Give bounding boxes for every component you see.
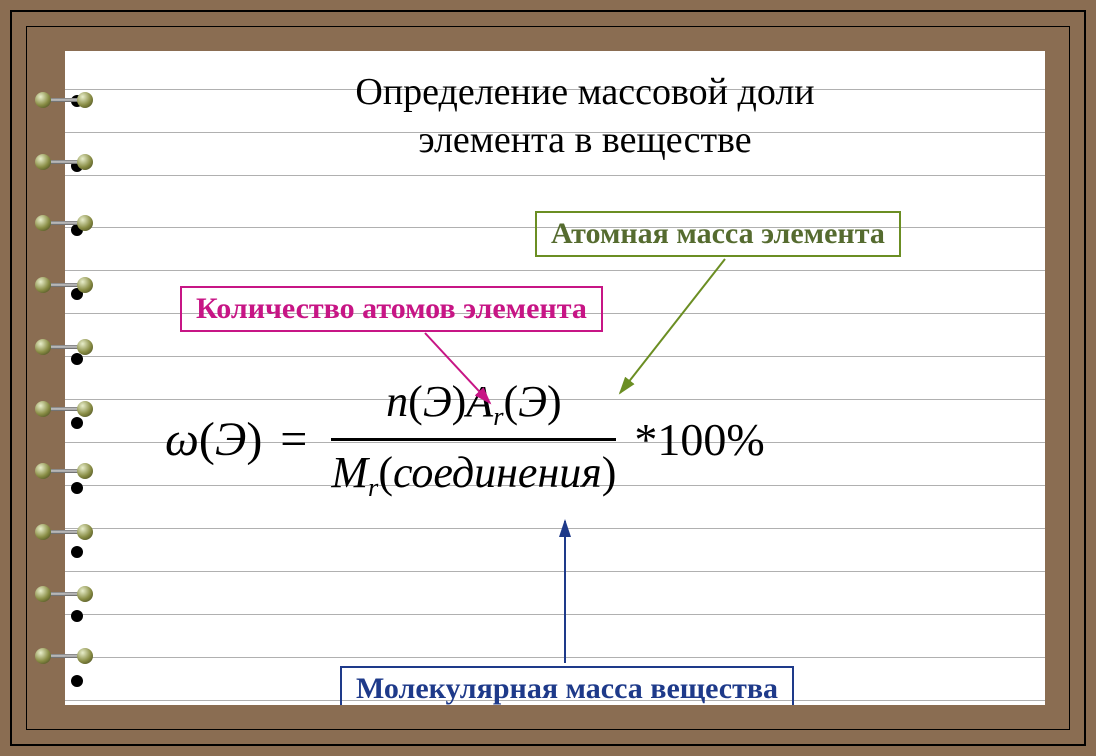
label-atomic-mass: Атомная масса элемента — [535, 211, 901, 257]
page-title: Определение массовой доли элемента в вещ… — [125, 51, 1045, 164]
label-molecular-mass-text: Молекулярная масса вещества — [356, 672, 778, 705]
spiral-binding — [49, 51, 99, 705]
label-atom-count-text: Количество атомов элемента — [196, 292, 587, 325]
fraction-bar — [331, 438, 616, 441]
binding-ring — [49, 152, 99, 172]
title-line-1: Определение массовой доли — [355, 71, 814, 113]
formula-fraction: n(Э)Ar(Э) Mr(соединения) — [325, 376, 622, 504]
label-molecular-mass: Молекулярная масса вещества — [340, 666, 794, 705]
binding-ring — [49, 461, 99, 481]
binding-ring — [49, 275, 99, 295]
formula-suffix: *100% — [634, 413, 764, 466]
binding-ring — [49, 337, 99, 357]
inner-frame: Определение массовой доли элемента в вещ… — [26, 26, 1070, 730]
title-line-2: элемента в веществе — [418, 119, 751, 161]
page-content: Определение массовой доли элемента в вещ… — [65, 51, 1045, 705]
outer-frame: Определение массовой доли элемента в вещ… — [10, 10, 1086, 746]
arrow-atomic-mass — [620, 259, 725, 393]
formula: ω(Э) = n(Э)Ar(Э) Mr(соединения) *100% — [165, 376, 765, 504]
formula-lhs: ω(Э) = — [165, 412, 313, 467]
notebook-page: Определение массовой доли элемента в вещ… — [65, 51, 1045, 705]
label-atomic-mass-text: Атомная масса элемента — [551, 217, 885, 250]
binding-ring — [49, 90, 99, 110]
binding-ring — [49, 584, 99, 604]
label-atom-count: Количество атомов элемента — [180, 286, 603, 332]
binding-ring — [49, 399, 99, 419]
binding-ring — [49, 213, 99, 233]
formula-numerator: n(Э)Ar(Э) — [386, 376, 561, 432]
binding-ring — [49, 646, 99, 666]
binding-ring — [49, 522, 99, 542]
formula-denominator: Mr(соединения) — [331, 447, 616, 503]
